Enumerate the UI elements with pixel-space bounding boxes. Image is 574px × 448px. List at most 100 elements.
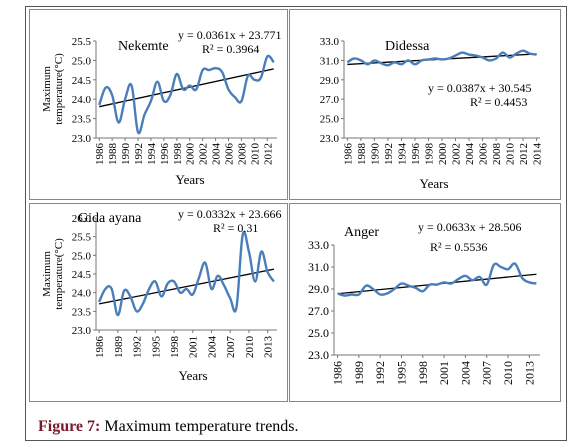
figure-frame [25, 6, 567, 441]
y-tick-label: 26.0 [72, 213, 92, 225]
x-tick-label: 2014 [532, 143, 544, 166]
x-tick-label: 2004 [206, 336, 218, 359]
x-tick-label: 1998 [423, 143, 435, 166]
figure-caption-text: Maximum temperature trends. [100, 418, 298, 435]
y-axis-title-line: Maximum [41, 251, 53, 297]
x-tick-label: 2006 [224, 143, 236, 166]
x-tick-label: 1998 [416, 361, 430, 385]
x-tick-label: 2007 [225, 336, 237, 359]
y-tick-label: 25.0 [308, 326, 329, 340]
y-tick-label: 27.0 [320, 94, 340, 106]
x-tick-label: 2004 [464, 143, 476, 166]
panel-frame-anger [289, 203, 561, 402]
panel-frame-gida-ayana [29, 203, 288, 402]
series-line [97, 230, 275, 317]
x-tick-label: 1988 [107, 143, 119, 166]
x-axis-title: Years [175, 172, 204, 187]
y-tick-label: 25.0 [72, 250, 92, 262]
y-tick-label: 23.0 [308, 348, 329, 362]
x-tick-label: 2004 [458, 361, 472, 385]
y-tick-label: 25.5 [72, 232, 92, 244]
x-tick-label: 1996 [410, 143, 422, 166]
y-axis-title: Maximumtemperature(°C) [41, 53, 65, 125]
y-tick-label: 23.0 [320, 133, 340, 145]
y-tick-label: 29.0 [308, 282, 329, 296]
panel-label: Gida ayana [78, 211, 142, 226]
x-tick-label: 2001 [437, 361, 451, 385]
x-axis-title: Years [419, 176, 448, 191]
panel-frame-didessa [289, 9, 561, 200]
x-tick-label: 1992 [133, 143, 145, 165]
trend-r2: R² = 0.4453 [470, 95, 527, 109]
x-tick-label: 1986 [331, 361, 345, 385]
series-line [98, 54, 275, 135]
y-axis-title-line: temperature(°C) [53, 53, 65, 125]
series-line [346, 49, 537, 67]
y-tick-label: 24.5 [72, 269, 92, 281]
x-tick-label: 2012 [518, 143, 530, 165]
y-tick-label: 23.5 [72, 114, 92, 126]
x-tick-label: 1990 [120, 143, 132, 166]
x-tick-label: 1992 [132, 336, 144, 358]
x-tick-label: 2010 [244, 336, 256, 359]
x-tick-label: 2000 [185, 143, 197, 166]
x-tick-label: 1986 [342, 143, 354, 166]
series-line [337, 262, 537, 297]
panel-frame-nekemte [29, 9, 288, 200]
x-tick-label: 2002 [451, 143, 463, 165]
y-tick-label: 27.0 [308, 304, 329, 318]
y-tick-label: 23.0 [72, 133, 92, 145]
trend-equation: y = 0.0633x + 28.506 [418, 220, 522, 234]
trend-r2: R² = 0.5536 [430, 240, 487, 254]
x-tick-label: 2013 [263, 336, 275, 359]
x-tick-label: 1990 [369, 143, 381, 166]
y-tick-label: 24.5 [72, 75, 92, 87]
x-tick-label: 1986 [94, 336, 106, 359]
y-tick-label: 33.0 [320, 36, 340, 48]
y-tick-label: 25.5 [72, 36, 92, 48]
x-tick-label: 2002 [198, 143, 210, 165]
x-tick-label: 2010 [249, 143, 261, 166]
trendline [98, 268, 275, 305]
x-tick-label: 2000 [437, 143, 449, 166]
panel-label: Didessa [385, 39, 430, 54]
x-tick-label: 1998 [169, 336, 181, 359]
trend-equation: y = 0.0361x + 23.771 [178, 28, 282, 42]
x-tick-label: 2006 [478, 143, 490, 166]
x-tick-label: 2008 [236, 142, 248, 165]
x-tick-label: 2010 [505, 143, 517, 166]
x-axis-title: Years [178, 368, 207, 383]
x-tick-label: 2007 [480, 361, 494, 385]
x-tick-label: 2001 [188, 336, 200, 358]
y-tick-label: 25.0 [72, 55, 92, 67]
trend-equation: y = 0.0332x + 23.666 [178, 207, 282, 221]
y-tick-label: 33.0 [308, 238, 329, 252]
y-tick-label: 24.0 [72, 288, 92, 300]
x-tick-label: 2010 [501, 361, 515, 385]
y-tick-label: 31.0 [308, 260, 329, 274]
figure-caption-label: Figure 7: [38, 418, 100, 435]
x-tick-label: 1994 [396, 143, 408, 166]
y-tick-label: 23.0 [72, 325, 92, 337]
y-tick-label: 25.0 [320, 114, 340, 126]
panel-label: Anger [344, 225, 379, 240]
x-tick-label: 1992 [373, 361, 387, 385]
x-tick-label: 2013 [522, 361, 536, 385]
y-axis-title: Maximumtemperature(°C) [41, 238, 65, 310]
y-tick-label: 23.5 [72, 306, 92, 318]
y-tick-label: 29.0 [320, 75, 340, 87]
figure-caption: Figure 7: Maximum temperature trends. [38, 418, 299, 435]
x-tick-label: 1989 [113, 336, 125, 359]
y-axis-title-line: temperature(°C) [53, 238, 65, 310]
x-tick-label: 1994 [146, 143, 158, 166]
panel-label: Nekemte [118, 39, 169, 54]
y-tick-label: 24.0 [72, 94, 92, 106]
x-tick-label: 2004 [211, 143, 223, 166]
x-tick-label: 1995 [150, 336, 162, 359]
y-axis-title-line: Maximum [41, 66, 53, 112]
